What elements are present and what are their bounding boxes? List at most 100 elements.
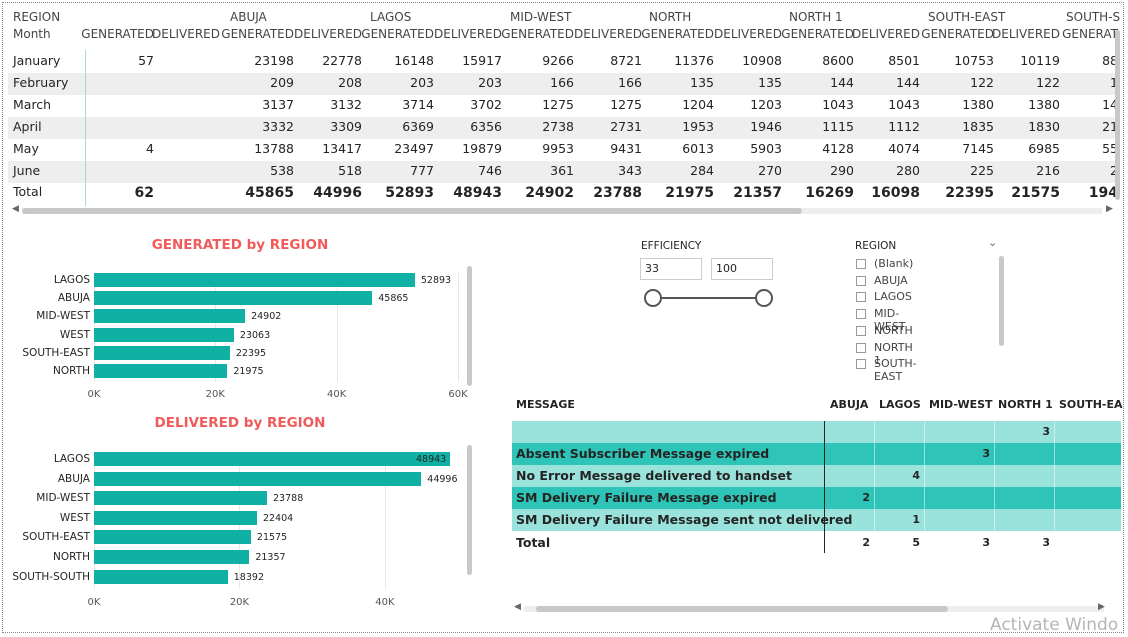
message-row[interactable] [512,421,1121,443]
category-label: ABUJA [57,472,90,485]
matrix-cell: 10908 [742,53,782,68]
message-col-header: MESSAGE [516,398,575,411]
region-option-checkbox[interactable] [856,359,866,370]
region-slicer-scrollbar[interactable] [999,256,1004,346]
region-option-label[interactable]: LAGOS [874,290,912,304]
category-label: SOUTH-SOUTH [12,570,90,583]
efficiency-slider-max-handle[interactable] [755,289,773,307]
matrix-cell: 9266 [542,53,574,68]
matrix-vertical-scrollbar[interactable] [1115,30,1120,200]
message-cell-divider [1054,443,1055,465]
delivered-chart-scrollbar[interactable] [467,445,472,575]
msg-scroll-right-icon[interactable]: ▶ [1098,602,1105,612]
msg-scroll-left-icon[interactable]: ◀ [514,602,521,612]
bar[interactable] [94,345,230,360]
matrix-cell: 7145 [962,141,994,156]
message-cell-divider [1054,487,1055,509]
matrix-scroll-thumb[interactable] [22,208,802,214]
scroll-left-arrow-icon[interactable]: ◀ [12,204,19,214]
message-cell-divider [994,443,995,465]
matrix-cell: 5903 [750,141,782,156]
matrix-header-measure: DELIVERED [852,27,920,41]
category-label: MID-WEST [36,492,90,505]
message-row-label: SM Delivery Failure Message sent not del… [516,512,853,527]
region-matrix-table[interactable]: REGION ABUJA LAGOS MID-WEST NORTH NORTH 1 SOUT… [8,6,1120,206]
region-option-label[interactable]: MID-WEST [874,307,906,334]
matrix-cell: 1830 [1028,119,1060,134]
bar[interactable] [94,452,450,466]
data-label: 23788 [273,493,304,505]
bar[interactable] [94,569,228,584]
message-col-header: SOUTH-EA [1059,398,1123,411]
bar[interactable] [94,491,268,506]
matrix-cell: 208 [338,75,362,90]
message-row[interactable] [512,443,1121,465]
matrix-cell: 6013 [682,141,714,156]
region-option-checkbox[interactable] [856,325,866,336]
matrix-cell: 1380 [962,97,994,112]
message-row[interactable] [512,487,1121,509]
efficiency-min-input[interactable]: 33 [640,258,702,280]
message-cell-divider [994,421,995,443]
region-option-label[interactable]: ABUJA [874,273,908,287]
matrix-total-cell: 16098 [871,185,920,201]
data-label: 52893 [420,275,452,286]
matrix-header-measure: DELIVERED [152,27,220,41]
message-col-header: NORTH 1 [998,398,1053,411]
message-total-value: 3 [1042,536,1050,549]
message-cell-divider [924,487,925,509]
generated-bar-chart[interactable]: 0K 20K 40K 60K LAGOS 52893 ABUJA 45865 MID-WEST 2… [0,0,468,400]
message-scroll-thumb[interactable] [536,606,948,612]
bar[interactable] [94,530,251,545]
bar[interactable] [94,291,373,306]
matrix-total-cell: 194 [1088,185,1118,201]
generated-chart-scrollbar[interactable] [467,266,472,386]
region-option-label[interactable]: NORTH [874,323,913,337]
bar[interactable] [94,550,250,564]
data-label: 21357 [255,552,286,563]
matrix-cell: 14 [1102,97,1118,112]
region-option-label[interactable]: SOUTH-EAST [874,357,917,384]
bar[interactable] [94,510,257,525]
matrix-total-cell: 44996 [313,185,362,201]
message-cell-value: 3 [1042,425,1050,438]
matrix-cell: 4128 [822,141,854,156]
matrix-cell: 1 [1048,75,1118,90]
gridline [336,273,338,383]
region-option-checkbox[interactable] [856,342,866,353]
bar[interactable] [94,364,228,378]
matrix-cell: 746 [478,163,502,178]
matrix-header-region: MID-WEST [510,10,572,24]
matrix-cell: 1835 [962,119,994,134]
matrix-cell: 6356 [470,119,502,134]
bar[interactable] [94,471,422,486]
matrix-cell: 8600 [822,53,854,68]
efficiency-slider-track[interactable] [653,297,765,299]
region-option-label[interactable]: NORTH 1 [874,340,913,367]
delivered-bar-chart[interactable]: 0K 20K 40K LAGOS 48943 ABUJA 44996 MID-WEST 2378… [0,0,458,608]
message-total-value: 3 [982,536,990,549]
matrix-cell: 3332 [262,119,294,134]
bar[interactable] [94,309,246,324]
matrix-cell: 11376 [674,53,714,68]
message-row[interactable] [512,509,1121,531]
region-option-checkbox[interactable] [856,275,866,286]
scroll-right-arrow-icon[interactable]: ▶ [1106,204,1113,214]
region-option-checkbox[interactable] [856,309,866,320]
x-tick-label: 20K [205,389,225,400]
efficiency-max-input[interactable]: 100 [711,258,773,280]
region-option-label[interactable]: (Blank) [874,257,914,270]
region-option-checkbox[interactable] [856,259,866,269]
matrix-header-measure: GENERATED [81,27,154,41]
chevron-down-icon[interactable]: ⌄ [988,236,998,249]
bar[interactable] [94,273,415,287]
message-total-value: 5 [912,536,920,549]
matrix-cell: 1275 [542,97,574,112]
bar[interactable] [94,327,234,342]
message-row[interactable] [512,465,1121,487]
region-option-checkbox[interactable] [856,292,866,303]
efficiency-slider-min-handle[interactable] [644,289,662,307]
data-label: 45865 [378,293,409,305]
matrix-cell: 135 [690,75,714,90]
activation-watermark: Activate Windo [990,615,1119,635]
